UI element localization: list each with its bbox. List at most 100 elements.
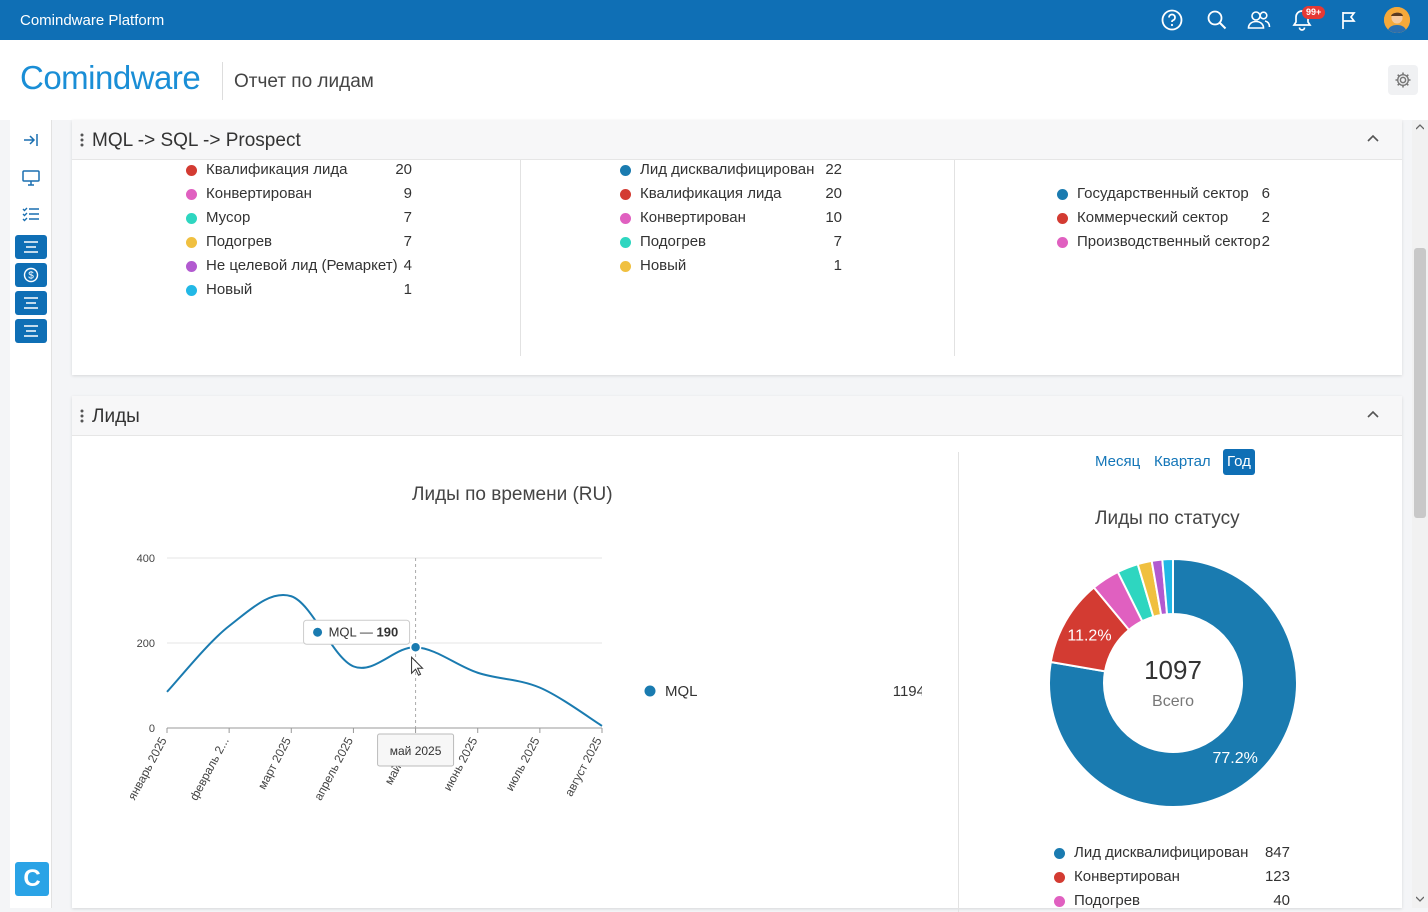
period-quarter-button[interactable]: Квартал bbox=[1154, 453, 1211, 470]
page-scrollbar[interactable] bbox=[1412, 120, 1428, 908]
legend-item[interactable]: Государственный сектор 6 bbox=[1057, 184, 1315, 204]
legend-item[interactable]: Новый 1 bbox=[620, 256, 887, 276]
finance-nav-button[interactable]: $ bbox=[15, 263, 47, 287]
legend-dot bbox=[186, 189, 197, 200]
series-line-mql bbox=[166, 593, 603, 727]
avatar[interactable] bbox=[1384, 7, 1410, 33]
legend-item[interactable]: Квалификация лида 20 bbox=[186, 160, 457, 180]
cursor-icon bbox=[411, 656, 424, 676]
legend-label: Государственный сектор bbox=[1077, 185, 1249, 202]
legend-item[interactable]: Подогрев 7 bbox=[620, 232, 887, 252]
legend-value: 7 bbox=[833, 233, 842, 250]
legend-value: 1 bbox=[833, 257, 842, 274]
period-month-button[interactable]: Месяц bbox=[1095, 453, 1141, 470]
menu-nav-button-2[interactable] bbox=[15, 291, 47, 315]
legend-item[interactable]: Производственный сектор 2 bbox=[1057, 232, 1315, 252]
legend-label: Производственный сектор bbox=[1077, 233, 1261, 250]
legend-dot bbox=[1054, 848, 1065, 859]
list-icon bbox=[24, 325, 38, 337]
menu-nav-button-1[interactable] bbox=[15, 235, 47, 259]
legend-value: 20 bbox=[395, 161, 412, 178]
company-logo[interactable]: Comindware bbox=[20, 59, 201, 96]
legend-label: Новый bbox=[206, 281, 253, 298]
platform-logo-icon[interactable]: C bbox=[15, 862, 49, 896]
expand-icon bbox=[24, 134, 38, 146]
scroll-thumb[interactable] bbox=[1414, 248, 1426, 518]
page-title: Отчет по лидам bbox=[234, 71, 374, 92]
legend-label: Квалификация лида bbox=[640, 185, 782, 202]
y-tick-label: 200 bbox=[137, 638, 155, 650]
panel-header: Лиды bbox=[72, 396, 1402, 436]
collapse-icon[interactable] bbox=[1366, 408, 1380, 422]
column-divider bbox=[520, 160, 521, 356]
legend-dot bbox=[1057, 189, 1068, 200]
list-icon bbox=[24, 241, 38, 253]
legend-item[interactable]: Квалификация лида 20 bbox=[620, 184, 887, 204]
legend-dot bbox=[1057, 237, 1068, 248]
gear-icon bbox=[1395, 72, 1411, 88]
legend-item[interactable]: Подогрев 7 bbox=[186, 232, 457, 252]
legend-value: 847 bbox=[1264, 844, 1290, 861]
legend-item[interactable]: Подогрев 40 bbox=[1054, 891, 1294, 911]
x-tick-label: апрель 2025 bbox=[311, 735, 356, 803]
settings-button[interactable] bbox=[1388, 65, 1418, 95]
help-icon[interactable] bbox=[1160, 8, 1184, 32]
mql-sql-prospect-panel: MQL -> SQL -> Prospect Квалификация лида… bbox=[72, 120, 1402, 375]
x-tick-label: август 2025 bbox=[562, 735, 605, 799]
legend-label: Подогрев bbox=[1074, 892, 1141, 909]
search-icon[interactable] bbox=[1205, 8, 1229, 32]
legend-item[interactable]: Лид дисквалифицирован 22 bbox=[620, 160, 887, 180]
legend-item[interactable]: Новый 1 bbox=[186, 280, 457, 300]
dollar-icon: $ bbox=[23, 267, 39, 283]
x-tick-label: январь 2025 bbox=[125, 735, 170, 803]
legend-value: 1194 bbox=[893, 683, 922, 700]
legend-value: 7 bbox=[403, 233, 412, 250]
legend-value: 40 bbox=[1273, 892, 1290, 909]
collapse-icon[interactable] bbox=[1366, 132, 1380, 146]
legend-value: 9 bbox=[403, 185, 412, 202]
legend-item[interactable]: Конвертирован 10 bbox=[620, 208, 887, 228]
menu-nav-button-3[interactable] bbox=[15, 319, 47, 343]
monitor-icon bbox=[22, 170, 40, 186]
legend-label: Конвертирован bbox=[640, 209, 746, 226]
legend-dot bbox=[186, 285, 197, 296]
legend-value: 2 bbox=[1261, 233, 1270, 250]
period-year-button[interactable]: Год bbox=[1223, 449, 1255, 475]
legend-label: Подогрев bbox=[640, 233, 707, 250]
legend-value: 4 bbox=[403, 257, 412, 274]
flag-icon[interactable] bbox=[1337, 8, 1361, 32]
legend-item[interactable]: Лид дисквалифицирован 847 bbox=[1054, 843, 1294, 863]
legend-label: Лид дисквалифицирован bbox=[1074, 844, 1249, 861]
scroll-up-icon bbox=[1416, 124, 1424, 130]
donut-total: 1097 bbox=[1144, 655, 1202, 685]
checklist-icon bbox=[22, 207, 39, 222]
line-chart[interactable]: 0 200 400 январь 2025 февраль 2... март 2025 а… bbox=[122, 536, 922, 826]
legend-value: 1 bbox=[403, 281, 412, 298]
legend-value: 6 bbox=[1261, 185, 1270, 202]
desktop-nav-button[interactable] bbox=[15, 166, 47, 190]
donut-total-label: Всего bbox=[1152, 693, 1194, 710]
y-tick-label: 400 bbox=[137, 553, 155, 565]
donut-chart[interactable]: 77.2% 11.2% 1097 Всего bbox=[1048, 558, 1298, 808]
expand-sidebar-button[interactable] bbox=[15, 128, 47, 152]
axis-tooltip bbox=[377, 733, 455, 767]
legend-item[interactable]: Мусор 7 bbox=[186, 208, 457, 228]
legend-dot bbox=[620, 189, 631, 200]
legend-item[interactable]: Не целевой лид (Ремаркет) 4 bbox=[186, 256, 457, 276]
legend-dot bbox=[620, 213, 631, 224]
legend-label: Квалификация лида bbox=[206, 161, 348, 178]
legend-item[interactable]: Коммерческий сектор 2 bbox=[1057, 208, 1315, 228]
legend-item[interactable]: Конвертирован 9 bbox=[186, 184, 457, 204]
legend-dot bbox=[620, 237, 631, 248]
donut-slice bbox=[1161, 558, 1174, 616]
legend-item[interactable]: Конвертирован 123 bbox=[1054, 867, 1294, 887]
legend-dot bbox=[186, 261, 197, 272]
svg-text:$: $ bbox=[28, 271, 34, 282]
legend-label: Конвертирован bbox=[1074, 868, 1180, 885]
tasks-nav-button[interactable] bbox=[15, 202, 47, 226]
legend-label: Подогрев bbox=[206, 233, 273, 250]
drag-handle-icon bbox=[80, 133, 84, 147]
axis-tooltip-text: май 2025 bbox=[390, 744, 442, 758]
panel-title: Лиды bbox=[92, 406, 140, 427]
users-icon[interactable] bbox=[1247, 8, 1271, 32]
